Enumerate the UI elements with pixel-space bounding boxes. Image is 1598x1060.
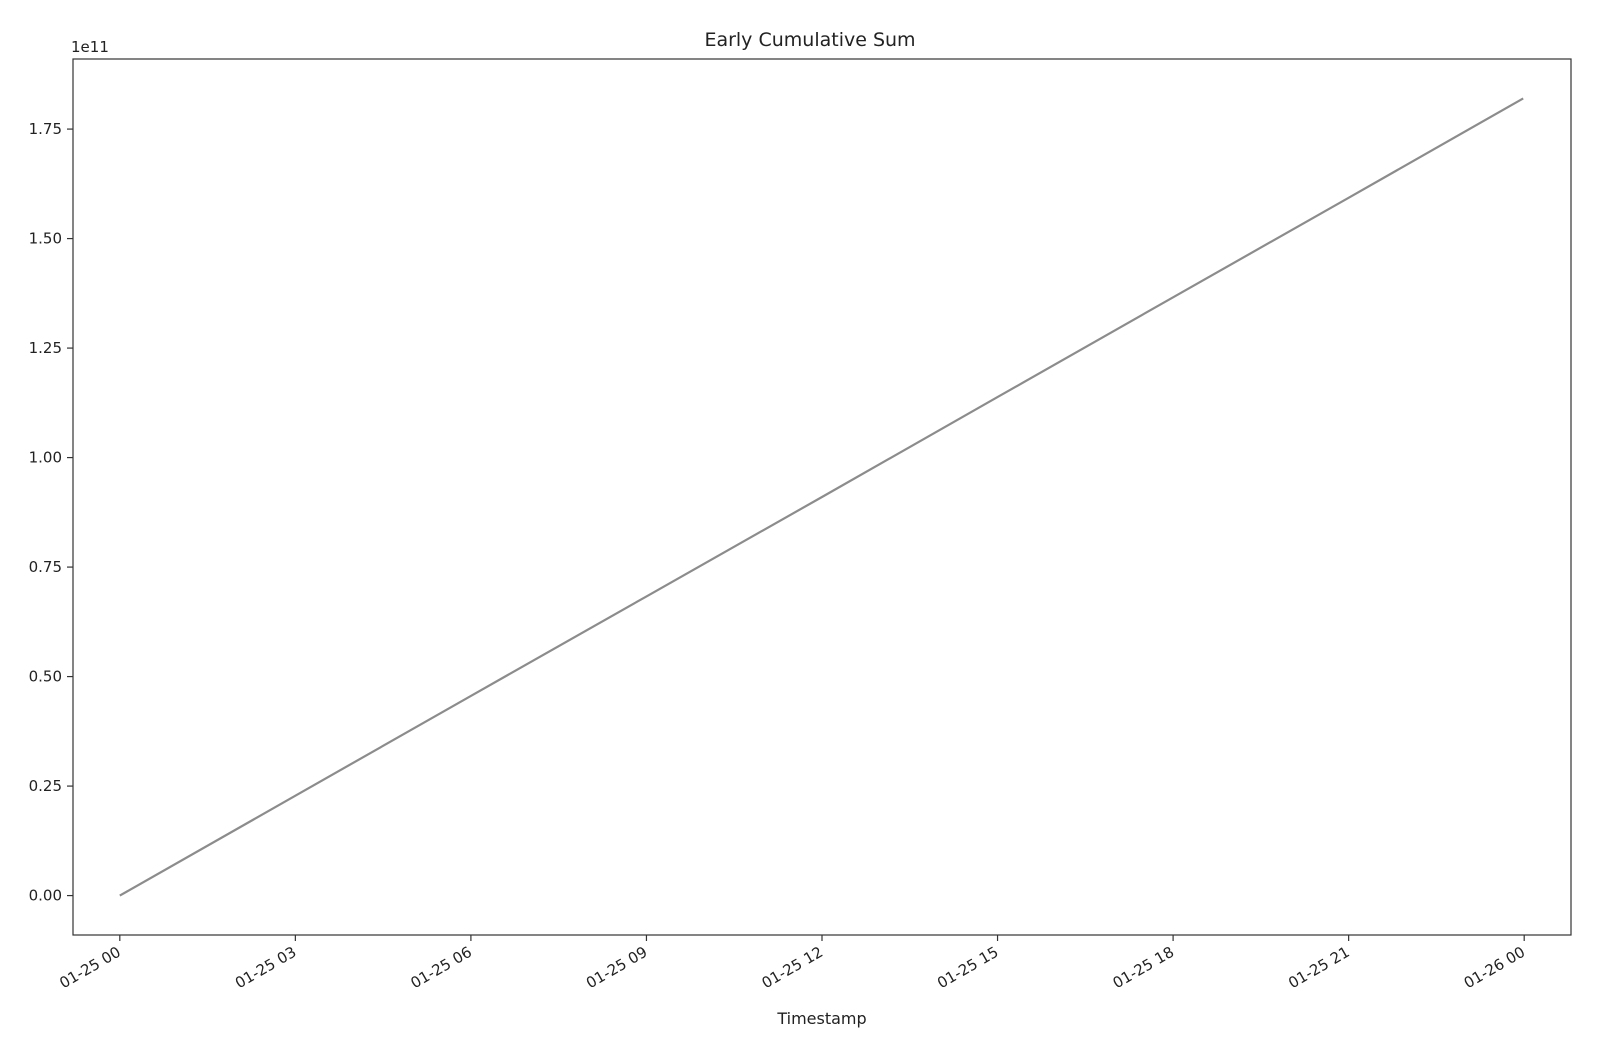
- chart-title: Early Cumulative Sum: [704, 29, 915, 51]
- y-tick-label-3: 0.75: [29, 558, 62, 576]
- y-tick-label-1: 0.25: [29, 777, 62, 795]
- y-tick-label-5: 1.25: [29, 339, 62, 357]
- y-offset-label: 1e11: [71, 38, 109, 56]
- y-tick-label-6: 1.50: [29, 230, 62, 248]
- x-axis-label: Timestamp: [776, 1009, 866, 1028]
- y-tick-label-0: 0.00: [29, 887, 62, 905]
- y-tick-label-4: 1.00: [29, 449, 62, 467]
- y-tick-label-7: 1.75: [29, 120, 62, 138]
- y-tick-label-2: 0.50: [29, 668, 62, 686]
- series-line-0: [119, 97, 1524, 897]
- plot-layer: [119, 97, 1524, 897]
- y-axis: 0.00 0.25 0.50 0.75 1.00 1.25 1.50 1.75: [29, 120, 73, 905]
